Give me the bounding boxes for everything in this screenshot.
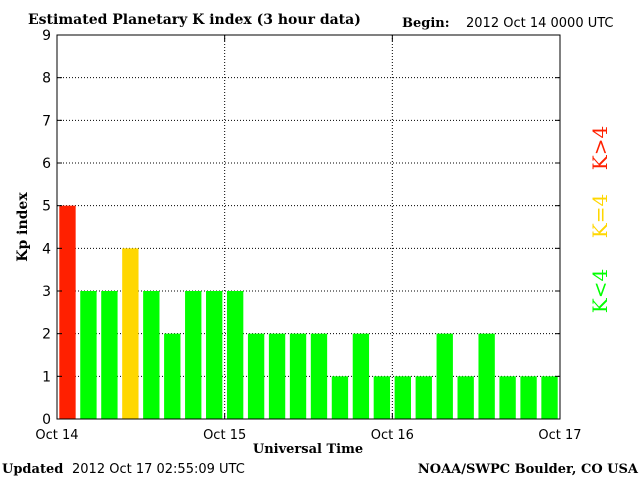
y-tick-label: 8 (42, 71, 51, 87)
kp-bar (331, 376, 349, 419)
y-axis-label: Kp index (15, 192, 31, 262)
kp-bar (478, 333, 495, 419)
kp-bar (226, 291, 244, 419)
kp-bar (520, 376, 537, 419)
kp-bar (206, 291, 223, 419)
kp-bar (394, 376, 411, 419)
y-tick-label: 1 (42, 369, 51, 385)
begin-value: 2012 Oct 14 0000 UTC (466, 16, 614, 31)
x-axis-ticks: Oct 14 Oct 15 Oct 16 Oct 17 (35, 35, 582, 443)
y-tick-label: 5 (42, 199, 51, 215)
kp-bar (541, 376, 558, 419)
grid-lines (57, 35, 560, 419)
x-tick-label: Oct 15 (203, 428, 246, 443)
x-tick-label: Oct 14 (35, 428, 78, 443)
kp-bar (268, 333, 286, 419)
kp-bar (310, 333, 328, 419)
plot-frame (56, 34, 561, 420)
x-tick-label: Oct 17 (538, 428, 581, 443)
updated-label: Updated (2, 462, 63, 477)
y-tick-label: 0 (42, 412, 51, 428)
kp-bar (352, 333, 370, 419)
y-tick-label: 9 (42, 28, 51, 44)
legend-low: K<4 (588, 269, 612, 313)
y-tick-label: 6 (42, 156, 51, 172)
kp-bar (185, 291, 202, 419)
kp-bar (499, 376, 516, 419)
chart-title: Estimated Planetary K index (3 hour data… (28, 12, 361, 28)
y-tick-label: 3 (42, 284, 51, 300)
kp-bar (101, 291, 118, 419)
credit-text: NOAA/SWPC Boulder, CO USA (418, 462, 639, 477)
x-tick-label: Oct 16 (371, 428, 414, 443)
kp-bar (289, 333, 307, 419)
kp-bar (164, 333, 181, 419)
legend-equal: K=4 (588, 194, 612, 238)
legend-high: K>4 (588, 126, 612, 170)
x-axis-label: Universal Time (253, 442, 363, 457)
kp-bar (143, 291, 160, 419)
bar-series (59, 205, 558, 419)
kp-bar (80, 291, 97, 419)
kp-bar (122, 248, 139, 419)
y-axis-ticks: 0 1 2 3 4 5 6 7 8 9 (42, 28, 560, 428)
kp-bar (247, 333, 265, 419)
y-tick-label: 4 (42, 241, 51, 257)
kp-bar (436, 333, 453, 419)
begin-label: Begin: (402, 16, 450, 31)
y-tick-label: 2 (42, 327, 51, 343)
kp-bar (415, 376, 432, 419)
kp-bar (373, 376, 391, 419)
kp-bar (59, 205, 76, 419)
kp-bar (457, 376, 474, 419)
updated-value: 2012 Oct 17 02:55:09 UTC (72, 462, 245, 477)
y-tick-label: 7 (42, 113, 51, 129)
